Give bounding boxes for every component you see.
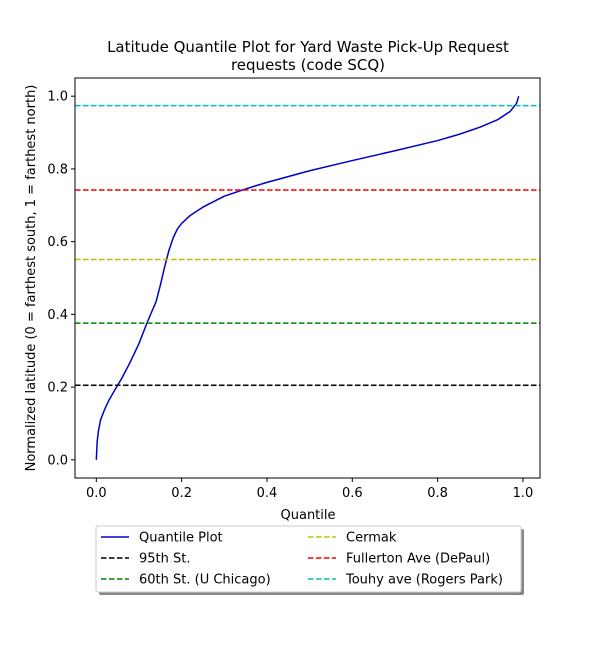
x-axis-label: Quantile bbox=[281, 508, 336, 523]
y-tick-label: 0.2 bbox=[47, 381, 68, 396]
plot-frame bbox=[74, 77, 541, 479]
chart-title-line-2: requests (code SCQ) bbox=[231, 56, 385, 74]
y-tick-label: 0.6 bbox=[47, 235, 68, 250]
quantile-line bbox=[95, 95, 520, 460]
x-axis: 0.0 0.2 0.4 0.6 0.8 1.0 bbox=[86, 478, 533, 501]
legend-label-4: Fullerton Ave (DePaul) bbox=[346, 552, 490, 567]
x-tick-label: 0.8 bbox=[427, 486, 448, 501]
x-tick-label: 1.0 bbox=[513, 486, 534, 501]
y-tick-label: 0.8 bbox=[47, 162, 68, 177]
x-tick-label: 0.4 bbox=[257, 486, 278, 501]
y-tick-label: 1.0 bbox=[47, 90, 68, 105]
legend-box bbox=[95, 525, 522, 593]
y-tick-label: 0.0 bbox=[47, 453, 68, 468]
y-axis: 0.0 0.2 0.4 0.6 0.8 1.0 bbox=[47, 90, 75, 468]
legend-label-5: Touhy ave (Rogers Park) bbox=[345, 573, 503, 588]
legend-label-3: Cermak bbox=[346, 531, 397, 546]
y-axis-label: Normalized latitude (0 = farthest south,… bbox=[24, 85, 39, 472]
chart-title-line-1: Latitude Quantile Plot for Yard Waste Pi… bbox=[107, 38, 509, 56]
legend-label-0: Quantile Plot bbox=[139, 531, 223, 546]
legend-label-2: 60th St. (U Chicago) bbox=[139, 573, 271, 588]
x-tick-label: 0.0 bbox=[86, 486, 107, 501]
x-tick-label: 0.2 bbox=[171, 486, 192, 501]
x-tick-label: 0.6 bbox=[342, 486, 363, 501]
plot-area bbox=[75, 95, 540, 460]
legend: Quantile Plot 95th St. 60th St. (U Chicago… bbox=[95, 525, 524, 595]
y-tick-label: 0.4 bbox=[47, 308, 68, 323]
legend-label-1: 95th St. bbox=[139, 552, 191, 567]
